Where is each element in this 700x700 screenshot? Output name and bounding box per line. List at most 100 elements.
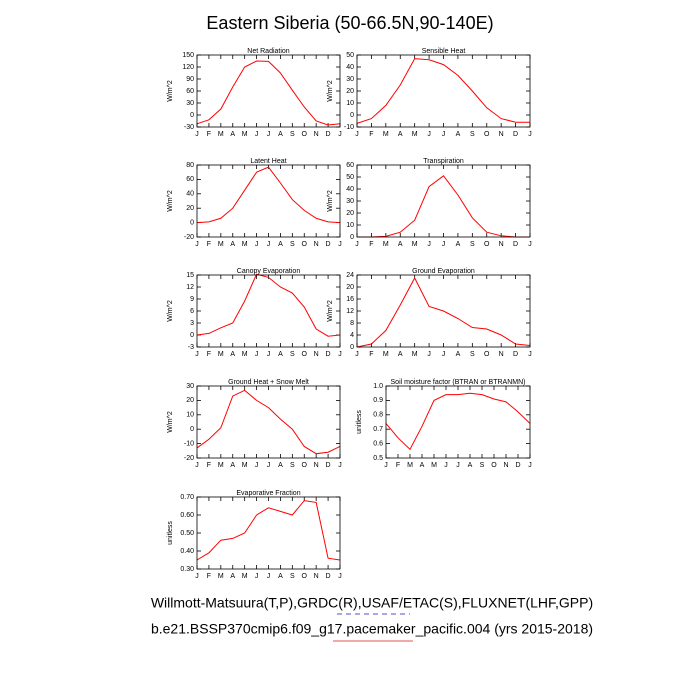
x-tick-label: A xyxy=(230,351,235,358)
y-tick-label: 16 xyxy=(346,296,354,303)
data-line xyxy=(196,500,341,561)
y-tick-label: 0.6 xyxy=(373,440,383,447)
y-tick-label: 60 xyxy=(346,162,354,169)
y-tick-label: 20 xyxy=(346,88,354,95)
x-tick-label: J xyxy=(267,462,271,469)
y-tick-label: -10 xyxy=(184,440,194,447)
y-tick-label: 0.8 xyxy=(373,412,383,419)
y-tick-label: 40 xyxy=(346,64,354,71)
x-tick-label: M xyxy=(242,241,248,248)
plot-frame xyxy=(356,164,531,238)
x-tick-label: O xyxy=(302,351,308,358)
plot-frame xyxy=(196,496,341,570)
x-tick-label: F xyxy=(396,462,400,469)
x-tick-label: J xyxy=(267,241,271,248)
x-tick-label: M xyxy=(242,351,248,358)
x-tick-label: J xyxy=(355,241,359,248)
y-tick-label: 20 xyxy=(346,210,354,217)
y-tick-label: 20 xyxy=(186,205,194,212)
x-tick-label: M xyxy=(218,573,224,580)
x-tick-label: J xyxy=(338,241,342,248)
x-tick-label: J xyxy=(255,131,259,138)
y-tick-label: 12 xyxy=(346,308,354,315)
data-line xyxy=(196,60,341,126)
x-tick-label: J xyxy=(267,131,271,138)
x-tick-label: D xyxy=(515,462,520,469)
y-tick-label: 40 xyxy=(346,186,354,193)
x-tick-label: O xyxy=(484,241,490,248)
x-tick-label: N xyxy=(314,573,319,580)
x-tick-label: J xyxy=(427,131,431,138)
y-tick-label: 1.0 xyxy=(373,383,383,390)
panel-title: Ground Heat + Snow Melt xyxy=(228,379,309,386)
y-tick-label: 0 xyxy=(350,344,354,351)
panel: Sensible Heat W/m^2 -10 0 10 20 30 40 50 J F M A M J J A… xyxy=(327,48,532,138)
x-tick-label: J xyxy=(338,573,342,580)
x-tick-label: A xyxy=(278,131,283,138)
x-tick-label: J xyxy=(195,131,199,138)
y-axis-label: W/m^2 xyxy=(167,300,174,322)
x-tick-label: D xyxy=(513,131,518,138)
x-tick-label: M xyxy=(383,241,389,248)
x-tick-label: M xyxy=(407,462,413,469)
x-tick-label: F xyxy=(369,131,373,138)
x-tick-label: N xyxy=(314,351,319,358)
x-tick-label: O xyxy=(484,351,490,358)
y-tick-label: 90 xyxy=(186,76,194,83)
footnote: Willmott-Matsuura(T,P),GRDC(R),USAF/ETAC… xyxy=(151,595,593,611)
x-tick-label: D xyxy=(326,131,331,138)
panel: Soil moisture factor (BTRAN or BTRANMN) u… xyxy=(356,379,532,469)
x-tick-label: J xyxy=(195,351,199,358)
y-tick-label: 30 xyxy=(186,100,194,107)
x-tick-label: J xyxy=(442,131,446,138)
y-tick-label: -10 xyxy=(344,124,354,131)
x-tick-label: D xyxy=(513,241,518,248)
x-tick-label: J xyxy=(427,351,431,358)
x-tick-label: M xyxy=(218,351,224,358)
x-tick-label: F xyxy=(207,351,211,358)
y-tick-label: 3 xyxy=(190,320,194,327)
y-axis-label: W/m^2 xyxy=(327,300,334,322)
x-tick-label: J xyxy=(255,573,259,580)
x-tick-label: M xyxy=(383,131,389,138)
x-tick-label: J xyxy=(338,131,342,138)
x-tick-label: A xyxy=(278,573,283,580)
x-tick-label: D xyxy=(513,351,518,358)
x-tick-label: N xyxy=(314,462,319,469)
x-tick-label: J xyxy=(442,241,446,248)
y-tick-label: 10 xyxy=(186,412,194,419)
y-axis-label: W/m^2 xyxy=(327,80,334,102)
data-line xyxy=(196,166,341,224)
y-tick-label: 0 xyxy=(190,426,194,433)
x-tick-label: S xyxy=(470,351,475,358)
x-tick-label: J xyxy=(528,131,532,138)
plot-frame xyxy=(196,385,341,459)
plot-frame xyxy=(356,274,531,348)
y-tick-label: 20 xyxy=(346,284,354,291)
x-tick-label: S xyxy=(290,462,295,469)
x-tick-label: A xyxy=(278,462,283,469)
x-tick-label: J xyxy=(195,462,199,469)
x-tick-label: A xyxy=(456,351,461,358)
y-tick-label: 0 xyxy=(190,112,194,119)
data-line xyxy=(196,273,341,337)
x-tick-label: J xyxy=(255,351,259,358)
panel-title: Soil moisture factor (BTRAN or BTRANMN) xyxy=(391,379,526,386)
x-tick-label: M xyxy=(218,131,224,138)
y-tick-label: 30 xyxy=(346,198,354,205)
x-tick-label: J xyxy=(338,351,342,358)
y-tick-label: 50 xyxy=(346,174,354,181)
x-tick-label: J xyxy=(528,351,532,358)
panel: Evaporative Fraction unitless 0.30 0.40 0.50… xyxy=(167,490,342,580)
plot-frame xyxy=(356,54,531,128)
x-tick-label: N xyxy=(499,241,504,248)
x-tick-label: A xyxy=(230,573,235,580)
x-tick-label: O xyxy=(491,462,497,469)
x-tick-label: M xyxy=(412,351,418,358)
x-tick-label: J xyxy=(456,462,460,469)
x-tick-label: M xyxy=(218,462,224,469)
x-tick-label: M xyxy=(431,462,437,469)
y-tick-label: 0.9 xyxy=(373,397,383,404)
